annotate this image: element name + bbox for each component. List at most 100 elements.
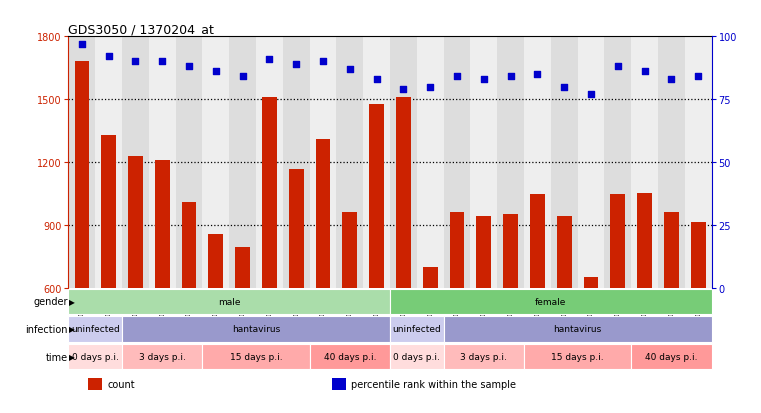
Bar (68, 37, 95, 288)
Text: percentile rank within the sample: percentile rank within the sample (352, 379, 517, 389)
Text: female: female (535, 297, 566, 306)
Text: 40 days p.i.: 40 days p.i. (323, 352, 376, 361)
Bar (202, 37, 229, 288)
Bar (503, 215, 518, 288)
Bar (95, 37, 122, 288)
Text: uninfected: uninfected (71, 325, 119, 334)
Point (183, 64, 195, 71)
Text: infection: infection (25, 324, 68, 334)
Bar (610, 195, 625, 288)
Bar (262, 98, 277, 288)
Bar (390, 37, 417, 288)
Bar (155, 160, 170, 288)
Bar (396, 98, 411, 288)
Text: hantavirus: hantavirus (232, 325, 280, 334)
Bar (417, 37, 444, 288)
Point (558, 84, 570, 90)
Point (451, 74, 463, 81)
Text: 15 days p.i.: 15 days p.i. (551, 352, 604, 361)
Bar (444, 316, 712, 342)
Bar (390, 316, 444, 342)
Bar (209, 235, 223, 288)
Point (478, 76, 490, 83)
Text: 3 days p.i.: 3 days p.i. (139, 352, 186, 361)
Bar (310, 37, 336, 288)
Bar (256, 37, 283, 288)
Text: 3 days p.i.: 3 days p.i. (460, 352, 508, 361)
Bar (202, 344, 310, 370)
Bar (390, 344, 444, 370)
Bar (310, 344, 390, 370)
Bar (369, 105, 384, 288)
Bar (423, 267, 438, 288)
Point (638, 69, 651, 76)
Point (263, 57, 275, 63)
Text: 0 days p.i.: 0 days p.i. (72, 352, 119, 361)
Bar (229, 37, 256, 288)
Bar (390, 289, 712, 314)
Bar (578, 37, 604, 288)
Point (371, 76, 383, 83)
Bar (122, 316, 390, 342)
Bar (685, 37, 712, 288)
Point (585, 92, 597, 98)
Bar (664, 213, 679, 288)
Point (76, 41, 88, 48)
Bar (470, 37, 497, 288)
Point (665, 76, 677, 83)
Bar (128, 156, 143, 288)
Text: 40 days p.i.: 40 days p.i. (645, 352, 698, 361)
Bar (68, 316, 122, 342)
Bar (557, 217, 572, 288)
Text: 15 days p.i.: 15 days p.i. (230, 352, 282, 361)
Bar (75, 62, 89, 288)
Bar (524, 37, 551, 288)
Bar (691, 222, 705, 288)
Text: gender: gender (33, 297, 68, 306)
Point (237, 74, 249, 81)
Text: hantavirus: hantavirus (553, 325, 602, 334)
Bar (332, 378, 346, 390)
Point (612, 64, 624, 71)
Bar (316, 140, 330, 288)
Bar (450, 213, 464, 288)
Bar (182, 202, 196, 288)
Bar (363, 37, 390, 288)
Text: count: count (107, 379, 135, 389)
Bar (658, 37, 685, 288)
Bar (444, 37, 470, 288)
Bar (68, 289, 390, 314)
Bar (476, 217, 491, 288)
Bar (336, 37, 363, 288)
Bar (631, 344, 712, 370)
Text: GDS3050 / 1370204_at: GDS3050 / 1370204_at (68, 23, 215, 36)
Bar (122, 37, 149, 288)
Bar (289, 170, 304, 288)
Bar (149, 37, 176, 288)
Text: ▶: ▶ (69, 297, 75, 306)
Point (531, 71, 543, 78)
Point (156, 59, 168, 66)
Point (424, 84, 436, 90)
Point (129, 59, 142, 66)
Bar (631, 37, 658, 288)
Point (692, 74, 704, 81)
Bar (68, 344, 122, 370)
Bar (551, 37, 578, 288)
Bar (444, 344, 524, 370)
Bar (122, 344, 202, 370)
Text: male: male (218, 297, 240, 306)
Bar (637, 194, 652, 288)
Bar (88, 378, 102, 390)
Point (344, 66, 356, 73)
Bar (101, 135, 116, 288)
Text: ▶: ▶ (69, 352, 75, 361)
Bar (524, 344, 631, 370)
Bar (235, 247, 250, 288)
Bar (584, 278, 598, 288)
Text: uninfected: uninfected (393, 325, 441, 334)
Bar (530, 195, 545, 288)
Bar (176, 37, 202, 288)
Bar (283, 37, 310, 288)
Bar (604, 37, 631, 288)
